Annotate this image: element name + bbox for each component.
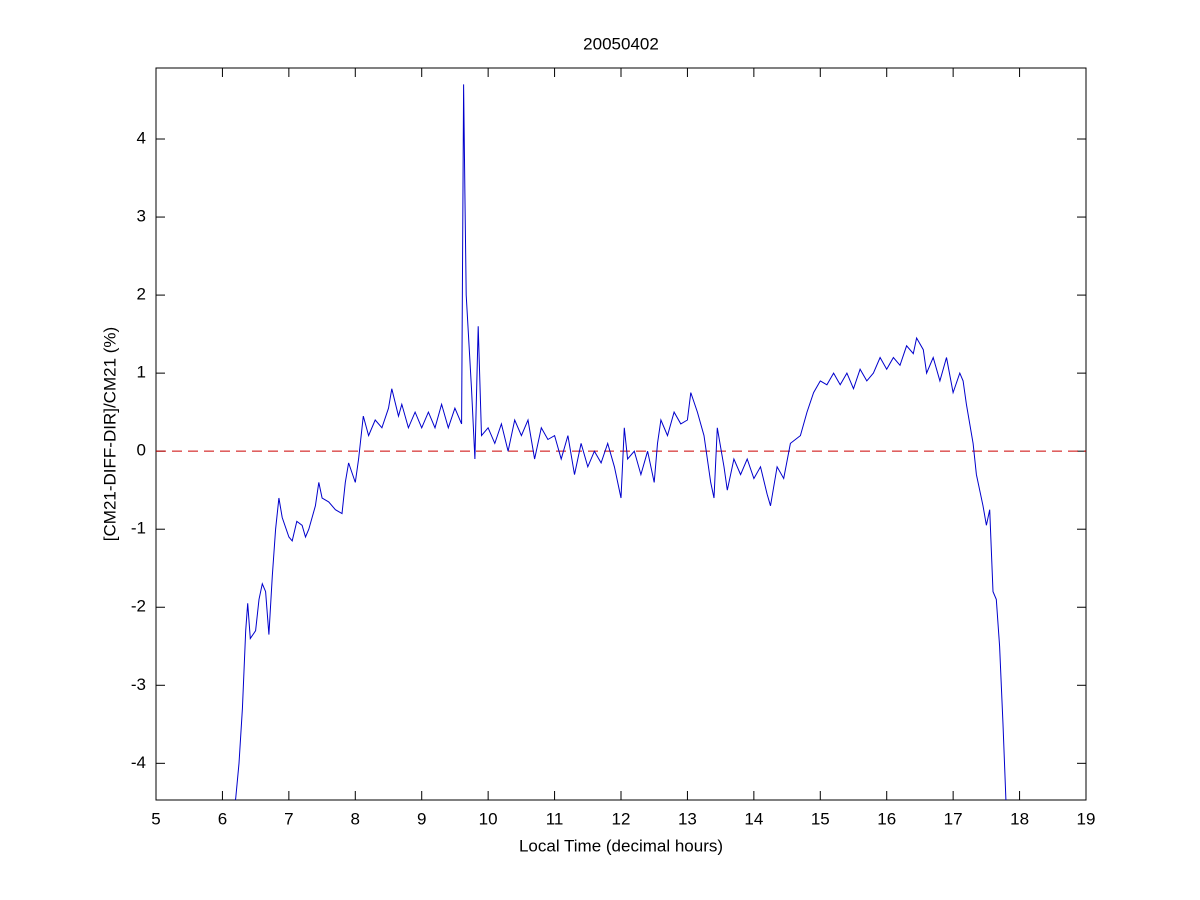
x-tick-label: 10: [479, 809, 498, 828]
y-tick-label: 0: [137, 441, 146, 460]
x-tick-label: 19: [1077, 809, 1096, 828]
x-tick-label: 17: [944, 809, 963, 828]
x-tick-label: 7: [284, 809, 293, 828]
y-tick-label: 1: [137, 363, 146, 382]
y-tick-label: 2: [137, 285, 146, 304]
y-tick-label: -1: [131, 519, 146, 538]
y-tick-label: -3: [131, 675, 146, 694]
x-tick-label: 18: [1010, 809, 1029, 828]
x-tick-label: 11: [546, 809, 564, 828]
chart-title: 20050402: [583, 34, 659, 53]
x-tick-label: 16: [877, 809, 896, 828]
y-tick-label: 4: [137, 128, 146, 147]
y-axis-label: [CM21-DIFF-DIR]/CM21 (%): [100, 327, 119, 541]
y-tick-label: -2: [131, 597, 146, 616]
x-tick-label: 5: [151, 809, 160, 828]
x-tick-label: 6: [218, 809, 227, 828]
x-tick-label: 12: [612, 809, 631, 828]
axes-box: [155, 67, 1087, 801]
x-tick-label: 15: [811, 809, 830, 828]
x-axis-label: Local Time (decimal hours): [519, 836, 723, 855]
x-tick-label: 13: [678, 809, 697, 828]
x-tick-label: 14: [744, 809, 763, 828]
y-tick-label: -4: [131, 753, 146, 772]
x-tick-label: 8: [351, 809, 360, 828]
data-line: [234, 84, 1007, 800]
x-tick-label: 9: [417, 809, 426, 828]
y-tick-label: 3: [137, 207, 146, 226]
